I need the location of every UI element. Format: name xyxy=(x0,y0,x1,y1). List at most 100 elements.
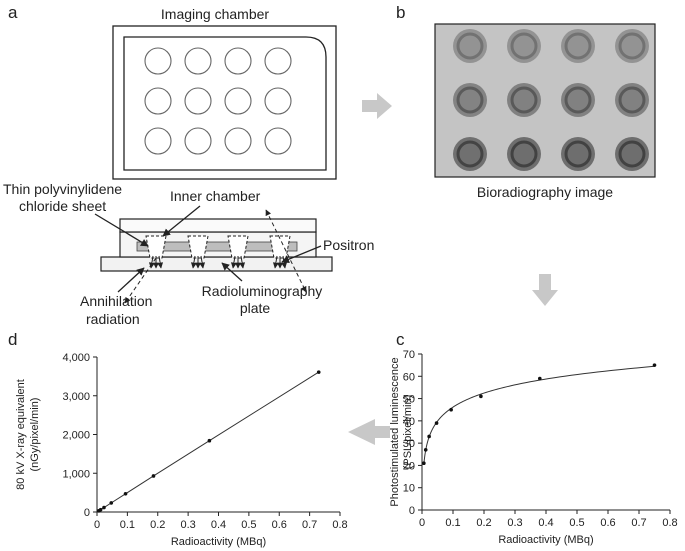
well-grid xyxy=(144,47,292,155)
well xyxy=(184,47,212,75)
well xyxy=(224,87,252,115)
well xyxy=(144,47,172,75)
well xyxy=(264,127,292,155)
radiography-spot-ring xyxy=(510,140,538,168)
emission-arrow xyxy=(199,255,206,269)
data-point xyxy=(434,421,439,425)
x-tick-label: 0.3 xyxy=(180,519,195,531)
emission-arrow xyxy=(157,255,164,269)
radiography-spot-ring xyxy=(618,140,646,168)
spot-grid xyxy=(453,29,649,171)
radiography-spot-ring xyxy=(564,32,592,60)
label-annihilation-line2: radiation xyxy=(86,311,140,327)
data-point xyxy=(422,461,426,466)
x-tick-label: 0.2 xyxy=(476,517,491,529)
radiography-spot-ring xyxy=(564,140,592,168)
cross-section xyxy=(100,218,333,272)
panel-letter-b: b xyxy=(396,3,405,22)
chamber-lid xyxy=(119,218,317,233)
well xyxy=(224,47,252,75)
label-plate-line2: plate xyxy=(240,300,271,316)
x-tick-label: 0 xyxy=(419,517,425,529)
x-tick-label: 0.2 xyxy=(150,519,165,531)
y-axis-label: Photostimulated luminescence xyxy=(389,357,401,506)
bioradiography-frame xyxy=(434,23,656,178)
x-tick-label: 0.1 xyxy=(120,519,135,531)
data-point xyxy=(98,507,103,512)
arrow-sheet xyxy=(94,213,149,247)
data-point xyxy=(427,434,431,439)
imaging-chamber-title: Imaging chamber xyxy=(161,6,270,22)
well xyxy=(144,127,172,155)
data-point xyxy=(449,407,453,412)
radiography-spot-ring xyxy=(456,86,484,114)
x-tick-label: 0.8 xyxy=(662,517,677,529)
label-positron: Positron xyxy=(323,237,374,253)
well xyxy=(264,47,292,75)
emission-arrow xyxy=(239,255,246,269)
chart-c: 0 0.1 0.2 0.3 0.4 0.5 0.6 0.7 0.8 0 10 20 30 40 50 60 70… xyxy=(389,349,678,546)
y-tick-label: 50 xyxy=(403,394,415,406)
flow-arrow-left xyxy=(348,419,390,445)
flow-arrow-down xyxy=(532,274,558,306)
flow-arrow-right xyxy=(362,93,392,119)
inner-chamber-cup xyxy=(145,235,167,259)
x-tick-label: 0.4 xyxy=(538,517,553,529)
chart-d: 0 0.1 0.2 0.3 0.4 0.5 0.6 0.7 0.8 0 1,000 2,000 3,00… xyxy=(15,352,348,548)
radiography-spot xyxy=(561,137,595,171)
radiography-spot-ring xyxy=(456,140,484,168)
y-tick-label: 1,000 xyxy=(62,468,90,480)
radiography-spot-ring xyxy=(510,86,538,114)
x-tick-label: 0.5 xyxy=(569,517,584,529)
y-tick-label: 10 xyxy=(403,483,415,495)
y-axis-label: (PSL/pixel/min) xyxy=(402,395,414,470)
well xyxy=(184,127,212,155)
panel-a: Imaging chamber Thin polyvinylidene chlo… xyxy=(3,6,374,327)
y-tick-label: 60 xyxy=(403,371,415,383)
radiography-spot-ring xyxy=(618,86,646,114)
radiography-spot xyxy=(561,83,595,117)
radiography-spot xyxy=(507,83,541,117)
data-point xyxy=(109,501,114,505)
y-tick-label: 40 xyxy=(403,416,415,428)
data-point xyxy=(102,505,106,510)
data-point xyxy=(423,448,428,452)
arrow-plate xyxy=(221,262,243,282)
radiography-spot-ring xyxy=(456,32,484,60)
label-annihilation-line1: Annihilation xyxy=(80,293,152,309)
radiography-spot xyxy=(615,137,649,171)
radiography-spot xyxy=(453,29,487,63)
radiography-spot-ring xyxy=(510,32,538,60)
inner-chamber-cup xyxy=(227,235,249,259)
x-tick-label: 0.8 xyxy=(332,519,347,531)
y-tick-label: 4,000 xyxy=(62,352,90,364)
emission-arrow xyxy=(148,255,155,269)
radiography-spot xyxy=(453,137,487,171)
radiography-spot xyxy=(507,29,541,63)
emission-arrow xyxy=(190,255,197,269)
x-tick-label: 0.1 xyxy=(445,517,460,529)
y-tick-label: 30 xyxy=(403,438,415,450)
plate-base xyxy=(100,256,333,272)
y-tick-label: 20 xyxy=(403,460,415,472)
y-tick-label: 2,000 xyxy=(62,430,90,442)
y-tick-label: 0 xyxy=(409,505,415,517)
radiography-spot xyxy=(453,83,487,117)
x-tick-label: 0.6 xyxy=(272,519,287,531)
label-inner-chamber: Inner chamber xyxy=(170,188,261,204)
inner-chamber-cup xyxy=(187,235,209,259)
well xyxy=(144,87,172,115)
x-tick-label: 0.7 xyxy=(631,517,646,529)
x-tick-label: 0.3 xyxy=(507,517,522,529)
data-point xyxy=(652,363,657,367)
data-point xyxy=(207,438,212,443)
panel-b: Bioradiography image xyxy=(434,23,656,200)
x-tick-label: 0.4 xyxy=(211,519,226,531)
x-tick-label: 0.6 xyxy=(600,517,615,529)
x-axis-label: Radioactivity (MBq) xyxy=(171,536,266,548)
data-point xyxy=(151,474,156,478)
x-axis-label: Radioactivity (MBq) xyxy=(498,534,593,546)
radiography-spot xyxy=(561,29,595,63)
dashed-ray-left xyxy=(124,257,157,304)
